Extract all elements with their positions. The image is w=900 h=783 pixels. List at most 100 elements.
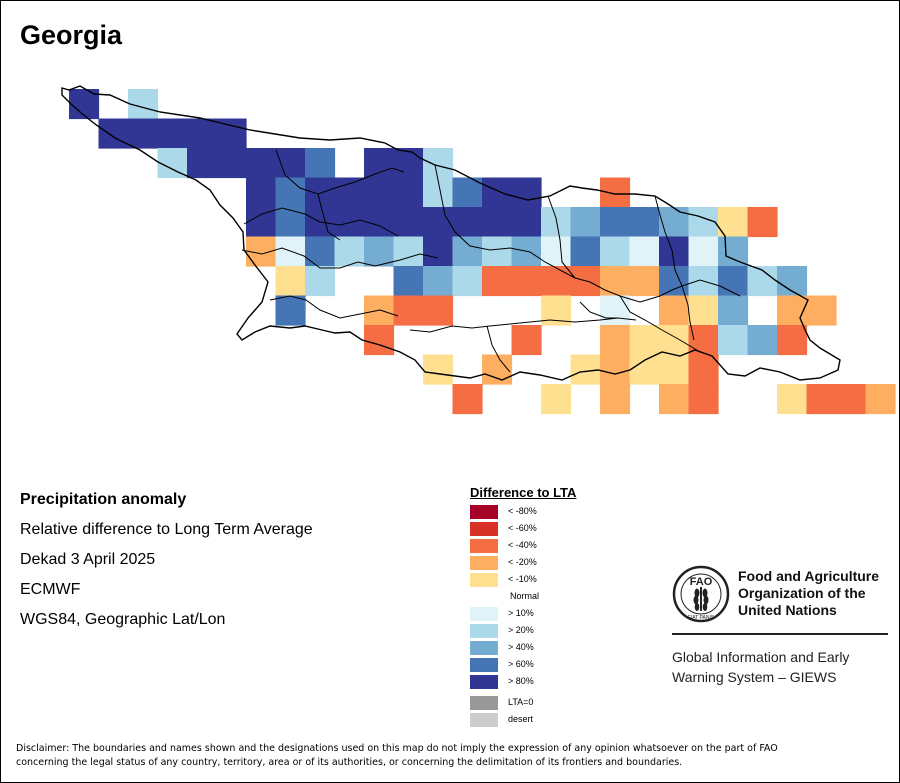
legend-label: Normal bbox=[510, 591, 540, 601]
anomaly-cell bbox=[600, 354, 631, 385]
anomaly-cell bbox=[659, 384, 690, 415]
anomaly-cell bbox=[600, 266, 631, 297]
legend-item: > 10% bbox=[470, 606, 576, 623]
anomaly-cell bbox=[246, 177, 277, 208]
anomaly-cell bbox=[511, 266, 542, 297]
anomaly-cell bbox=[452, 207, 483, 238]
info-line-3: ECMWF bbox=[20, 581, 81, 598]
anomaly-cell bbox=[747, 325, 778, 356]
legend-item: < -10% bbox=[470, 572, 576, 589]
anomaly-cell bbox=[629, 354, 660, 385]
legend-label: LTA=0 bbox=[508, 697, 534, 707]
country-border bbox=[61, 85, 841, 381]
anomaly-cell bbox=[865, 384, 896, 415]
anomaly-cell bbox=[659, 295, 690, 326]
legend-item: < -20% bbox=[470, 555, 576, 572]
anomaly-cell bbox=[364, 177, 395, 208]
anomaly-grid bbox=[69, 89, 896, 415]
legend-label: < -60% bbox=[508, 523, 537, 533]
legend: Difference to LTA < -80% < -60% < -40% < -2… bbox=[470, 485, 576, 729]
anomaly-cell bbox=[718, 266, 749, 297]
anomaly-cell bbox=[482, 236, 513, 267]
map-info: Precipitation anomaly Relative differenc… bbox=[20, 490, 313, 640]
disclaimer-line-1: Disclaimer: The boundaries and names sho… bbox=[16, 743, 778, 754]
legend-swatch bbox=[470, 522, 498, 536]
anomaly-cell bbox=[629, 266, 660, 297]
anomaly-cell bbox=[629, 207, 660, 238]
legend-label: < -20% bbox=[508, 557, 537, 567]
internal-borders bbox=[241, 149, 741, 373]
anomaly-cell bbox=[600, 207, 631, 238]
legend-label: < -10% bbox=[508, 574, 537, 584]
anomaly-cell bbox=[364, 207, 395, 238]
anomaly-cell bbox=[836, 384, 867, 415]
anomaly-cell bbox=[423, 148, 454, 179]
anomaly-cell bbox=[659, 207, 690, 238]
anomaly-cell bbox=[600, 384, 631, 415]
legend-extra-item: desert bbox=[470, 712, 576, 729]
legend-item: < -40% bbox=[470, 538, 576, 555]
anomaly-cell bbox=[570, 354, 601, 385]
legend-item: > 20% bbox=[470, 623, 576, 640]
legend-label: > 20% bbox=[508, 625, 534, 635]
giews-name: Global Information and Early Warning Sys… bbox=[672, 647, 849, 687]
fao-logo-icon: FAO FIAT PANIS bbox=[672, 565, 730, 623]
anomaly-cell bbox=[777, 325, 808, 356]
legend-swatch bbox=[470, 713, 498, 727]
anomaly-cell bbox=[777, 295, 808, 326]
anomaly-cell bbox=[187, 148, 218, 179]
system-line-2: Warning System – GIEWS bbox=[672, 669, 837, 685]
legend-swatch bbox=[470, 573, 498, 587]
anomaly-cell bbox=[187, 118, 218, 149]
anomaly-cell bbox=[511, 325, 542, 356]
anomaly-cell bbox=[806, 295, 837, 326]
anomaly-cell bbox=[128, 118, 159, 149]
anomaly-cell bbox=[688, 236, 719, 267]
info-line-2: Dekad 3 April 2025 bbox=[20, 551, 156, 568]
anomaly-cell bbox=[452, 266, 483, 297]
logo-text: FAO bbox=[690, 576, 713, 588]
anomaly-cell bbox=[157, 118, 188, 149]
disclaimer-line-2: concerning the legal status of any count… bbox=[16, 757, 683, 768]
legend-label: desert bbox=[508, 714, 534, 724]
disclaimer: Disclaimer: The boundaries and names sho… bbox=[16, 742, 886, 770]
legend-items: < -80% < -60% < -40% < -20% < -10% Normal > 10… bbox=[470, 504, 576, 691]
anomaly-cell bbox=[482, 177, 513, 208]
anomaly-cell bbox=[305, 148, 336, 179]
anomaly-cell bbox=[600, 325, 631, 356]
anomaly-cell bbox=[511, 177, 542, 208]
map-title: Georgia bbox=[20, 20, 123, 50]
anomaly-cell bbox=[482, 354, 513, 385]
legend-swatch bbox=[470, 641, 498, 655]
anomaly-cell bbox=[393, 148, 424, 179]
anomaly-cell bbox=[452, 384, 483, 415]
anomaly-cell bbox=[246, 148, 277, 179]
org-name-line-3: United Nations bbox=[738, 602, 837, 618]
anomaly-cell bbox=[688, 354, 719, 385]
legend-extra-item: LTA=0 bbox=[470, 695, 576, 712]
anomaly-cell bbox=[541, 266, 572, 297]
legend-swatch bbox=[470, 658, 498, 672]
legend-item: > 40% bbox=[470, 640, 576, 657]
legend-title: Difference to LTA bbox=[470, 485, 577, 500]
anomaly-cell bbox=[393, 207, 424, 238]
legend-label: > 10% bbox=[508, 608, 534, 618]
anomaly-cell bbox=[747, 207, 778, 238]
anomaly-cell bbox=[364, 325, 395, 356]
anomaly-cell bbox=[423, 207, 454, 238]
anomaly-cell bbox=[393, 266, 424, 297]
anomaly-cell bbox=[305, 236, 336, 267]
anomaly-cell bbox=[777, 384, 808, 415]
legend-label: > 80% bbox=[508, 676, 534, 686]
anomaly-cell bbox=[718, 325, 749, 356]
legend-label: < -80% bbox=[508, 506, 537, 516]
legend-swatch bbox=[470, 539, 498, 553]
legend-swatch bbox=[470, 675, 498, 689]
legend-label: < -40% bbox=[508, 540, 537, 550]
legend-swatch bbox=[470, 505, 498, 519]
legend-label: > 40% bbox=[508, 642, 534, 652]
anomaly-cell bbox=[511, 207, 542, 238]
anomaly-cell bbox=[275, 207, 306, 238]
anomaly-cell bbox=[275, 177, 306, 208]
